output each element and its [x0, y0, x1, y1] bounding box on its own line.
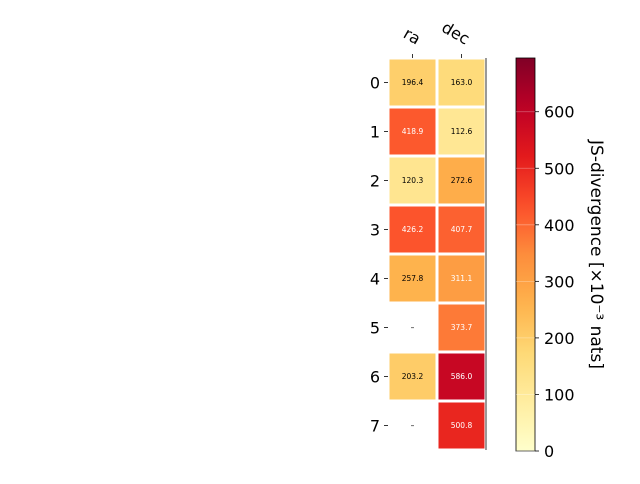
cell-value-label: 196.4: [402, 78, 424, 87]
cell-value-label: 407.7: [451, 225, 473, 234]
cell-value-label: 311.1: [451, 274, 473, 283]
colorbar-tick-label: 100: [544, 385, 575, 404]
colorbar-tick-label: 300: [544, 272, 575, 291]
heatmap-cell: [438, 206, 485, 253]
heatmap-cell: [389, 353, 436, 400]
heatmap-cell: [438, 304, 485, 351]
row-tick-label: 2: [370, 172, 380, 191]
colorbar-tick-label: 400: [544, 216, 575, 235]
heatmap-cell: [389, 59, 436, 106]
cell-value-label: 203.2: [402, 372, 424, 381]
row-tick-label: 0: [370, 74, 380, 93]
column-tick-label: dec: [439, 18, 473, 49]
colorbar-label: JS-divergence [×10⁻³ nats]: [586, 139, 606, 369]
heatmap-cell: [438, 108, 485, 155]
heatmap-cell: [438, 255, 485, 302]
row-tick-label: 1: [370, 123, 380, 142]
heatmap-cell: [389, 255, 436, 302]
heatmap-cell: [389, 157, 436, 204]
row-tick-label: 3: [370, 221, 380, 240]
heatmap-cell: [389, 206, 436, 253]
cell-value-label: 120.3: [402, 176, 424, 185]
cell-value-label: 426.2: [402, 225, 424, 234]
cell-missing-label: –: [411, 421, 415, 430]
colorbar: 0 100 200 300 400 500 600 JS-divergence [×10⁻³ …: [515, 57, 606, 461]
cell-value-label: 257.8: [402, 274, 424, 283]
cell-value-label: 586.0: [451, 372, 473, 381]
cell-value-label: 272.6: [451, 176, 473, 185]
cell-value-label: 500.8: [451, 421, 473, 430]
heatmap-cell: [438, 157, 485, 204]
heatmap-cell: [438, 353, 485, 400]
cell-value-label: 373.7: [451, 323, 473, 332]
row-tick-label: 5: [370, 319, 380, 338]
row-tick-label: 6: [370, 368, 380, 387]
cell-value-label: 418.9: [402, 127, 424, 136]
heatmap-cell: [438, 402, 485, 449]
heatmap-cells: 196.4 163.0 418.9 112.6 120.3 272.6 426.2 407.7…: [389, 59, 485, 449]
heatmap-cell: [438, 59, 485, 106]
cell-value-label: 112.6: [451, 127, 473, 136]
column-tick-label: ra: [400, 24, 424, 49]
colorbar-tick-label: 200: [544, 329, 575, 348]
row-tick-label: 4: [370, 270, 380, 289]
cell-missing-label: –: [411, 323, 415, 332]
cell-value-label: 163.0: [451, 78, 473, 87]
colorbar-tick-label: 500: [544, 159, 575, 178]
colorbar-gradient: [515, 57, 536, 452]
row-tick-label: 7: [370, 417, 380, 436]
colorbar-tick-label: 600: [544, 103, 575, 122]
colorbar-tick-label: 0: [544, 442, 554, 461]
heatmap-cell: [389, 108, 436, 155]
